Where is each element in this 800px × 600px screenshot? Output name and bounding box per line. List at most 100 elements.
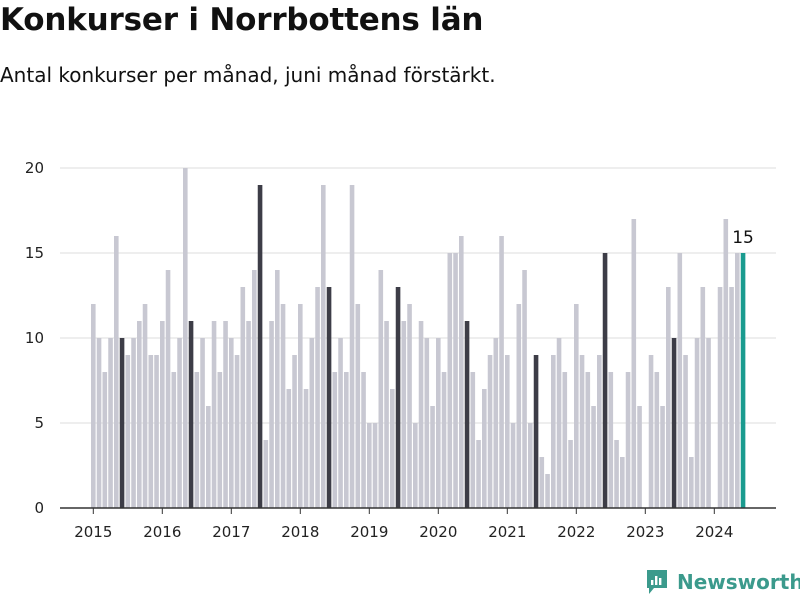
- bar: [378, 270, 384, 508]
- bar: [200, 338, 205, 508]
- bar: [194, 372, 200, 508]
- bar: [321, 185, 326, 508]
- bar: [372, 423, 378, 508]
- x-tick-label: 2020: [419, 523, 457, 541]
- labels: 0 5 10 15 20 2015 2016 2017 2018 2019 2020 2021 2022…: [25, 159, 754, 541]
- bar: [315, 287, 320, 508]
- x-tick-label: 2024: [695, 523, 733, 541]
- bar: [217, 372, 223, 508]
- bar: [447, 253, 453, 508]
- bar: [430, 406, 435, 508]
- axes: [60, 507, 776, 514]
- june-bar: [464, 321, 470, 508]
- bar: [407, 304, 412, 508]
- bar: [441, 372, 447, 508]
- y-tick-label: 0: [34, 499, 44, 517]
- june-bar: [188, 321, 194, 508]
- bar: [177, 338, 182, 508]
- bar: [482, 389, 487, 508]
- x-tick-label: 2019: [350, 523, 388, 541]
- bar: [309, 338, 315, 508]
- bar: [361, 372, 366, 508]
- bar: [551, 355, 556, 508]
- june-bar: [257, 185, 263, 508]
- bar: [729, 287, 734, 508]
- bar: [401, 321, 407, 508]
- june-bar: [395, 287, 401, 508]
- bar: [735, 253, 740, 508]
- bar: [131, 338, 136, 508]
- bar: [528, 423, 533, 508]
- bar: [384, 321, 389, 508]
- bar: [459, 236, 464, 508]
- bar: [108, 338, 113, 508]
- bar: [556, 338, 562, 508]
- bar: [625, 372, 631, 508]
- bar: [723, 219, 729, 508]
- x-tick-label: 2016: [143, 523, 181, 541]
- bar: [102, 372, 108, 508]
- bar: [453, 253, 458, 508]
- bar: [355, 304, 361, 508]
- bar: [648, 355, 654, 508]
- bar: [154, 355, 159, 508]
- bar: [418, 321, 424, 508]
- bar: [413, 423, 418, 508]
- bar: [689, 457, 694, 508]
- bar: [338, 338, 343, 508]
- bar: [298, 304, 303, 508]
- bar: [275, 270, 280, 508]
- bar: [160, 321, 165, 508]
- bar: [545, 474, 550, 508]
- bar: [142, 304, 148, 508]
- bar: [424, 338, 430, 508]
- bar: [666, 287, 671, 508]
- x-tick-label: 2017: [212, 523, 250, 541]
- bar: [470, 372, 476, 508]
- bar: [585, 372, 591, 508]
- y-tick-label: 5: [34, 414, 44, 432]
- x-tick-label: 2021: [488, 523, 526, 541]
- bar: [505, 355, 510, 508]
- bar: [292, 355, 297, 508]
- bar: [211, 321, 217, 508]
- y-tick-label: 20: [25, 159, 44, 177]
- newsworthy-logo-icon: [645, 568, 669, 596]
- bar: [367, 423, 372, 508]
- june-bar: [671, 338, 677, 508]
- bar: [303, 389, 309, 508]
- bar: [332, 372, 338, 508]
- bar: [171, 372, 177, 508]
- brand: Newsworthy: [645, 568, 800, 596]
- bar: [539, 457, 545, 508]
- bar: [700, 287, 706, 508]
- bar: [487, 355, 493, 508]
- bar: [148, 355, 154, 508]
- bar: [522, 270, 527, 508]
- june-bar: [533, 355, 539, 508]
- bar: [677, 253, 683, 508]
- y-tick-label: 10: [25, 329, 44, 347]
- bar: [349, 185, 355, 508]
- bar: [229, 338, 234, 508]
- x-tick-label: 2022: [557, 523, 595, 541]
- bars: [91, 168, 746, 508]
- bar: [165, 270, 171, 508]
- chart-subtitle: Antal konkurser per månad, juni månad fö…: [0, 63, 496, 87]
- bar: [637, 406, 642, 508]
- june-bar: [326, 287, 332, 508]
- bar: [223, 321, 228, 508]
- x-tick-label: 2018: [281, 523, 319, 541]
- june-bar: [119, 338, 125, 508]
- bar: [631, 219, 637, 508]
- bar: [660, 406, 665, 508]
- bar: [516, 304, 522, 508]
- x-tick-label: 2023: [626, 523, 664, 541]
- bar: [246, 321, 251, 508]
- bar: [510, 423, 516, 508]
- bar: [206, 406, 211, 508]
- brand-name: Newsworthy: [677, 570, 800, 594]
- bar: [240, 287, 246, 508]
- bar: [252, 270, 257, 508]
- bar: [114, 236, 119, 508]
